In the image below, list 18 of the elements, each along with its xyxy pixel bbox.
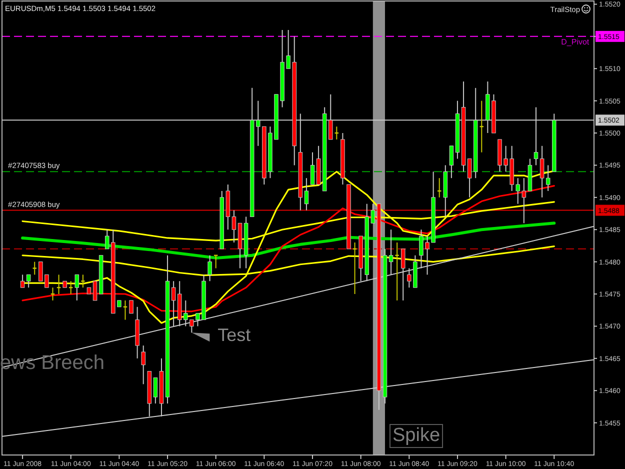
annotation: Test (218, 325, 251, 346)
candlestick (232, 210, 236, 243)
candlestick (32, 261, 36, 276)
candlestick (141, 345, 146, 385)
annotation: D_Pivot (561, 37, 590, 46)
candlestick (400, 248, 406, 301)
candlestick (208, 254, 212, 282)
candlestick (304, 178, 309, 211)
candlestick (546, 164, 550, 192)
candlestick (20, 274, 25, 288)
candlestick (26, 274, 31, 288)
line-series (21, 222, 556, 260)
candlestick (92, 280, 98, 301)
candlestick (449, 145, 454, 179)
candlestick (310, 152, 315, 186)
candlestick (388, 229, 394, 276)
candlestick (74, 274, 80, 301)
candlestick (129, 300, 134, 314)
